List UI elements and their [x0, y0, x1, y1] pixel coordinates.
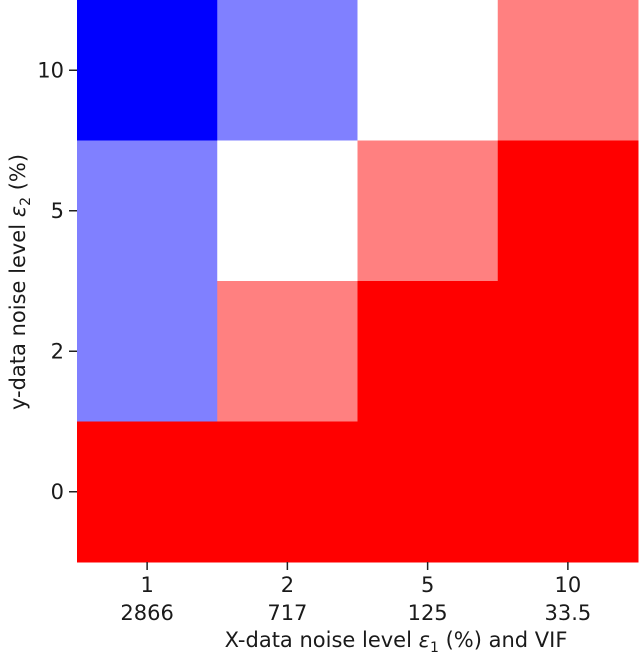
heatmap-cell-x1-y0: [77, 421, 218, 563]
y-axis-label: y-data noise level ε2 (%): [6, 154, 34, 410]
y-axis-label-suffix: (%): [6, 154, 30, 197]
heatmap-cell-x1-y5: [77, 140, 218, 282]
y-tick-label-2: 2: [51, 339, 64, 363]
heatmap-cell-x5-y2: [357, 281, 499, 422]
x-axis-label-suffix: (%) and VIF: [439, 628, 568, 652]
x-axis-label-prefix: X-data noise level: [225, 628, 419, 652]
heatmap-cell-x2-y0: [217, 421, 358, 563]
y-axis-label-sub: 2: [18, 197, 34, 206]
x-tick-vif-label-5: 125: [408, 601, 448, 625]
x-tick-vif-label-10: 33.5: [544, 601, 591, 625]
heatmap-cell-x1-y10: [77, 0, 218, 141]
y-axis-label-prefix: y-data noise level: [6, 217, 30, 410]
x-axis-label: X-data noise level ε1 (%) and VIF: [225, 628, 568, 656]
x-tick-label-1: 1: [140, 573, 153, 597]
heatmap-cell-x1-y2: [77, 281, 218, 422]
heatmap-cell-x5-y0: [357, 421, 499, 563]
y-tick-label-10: 10: [37, 58, 64, 82]
y-axis-label-eps: ε: [6, 206, 30, 217]
x-tick-vif-label-1: 2866: [120, 601, 173, 625]
heatmap-cell-x2-y2: [217, 281, 358, 422]
heatmap-cell-x10-y2: [497, 281, 639, 422]
x-tick-label-5: 5: [421, 573, 434, 597]
heatmap-cell-x5-y10: [357, 0, 499, 141]
x-axis-label-eps: ε: [419, 628, 430, 652]
heatmap-cell-x5-y5: [357, 140, 499, 282]
heatmap-cell-x10-y5: [497, 140, 639, 282]
x-tick-label-10: 10: [555, 573, 582, 597]
x-tick-vif-label-2: 717: [267, 601, 307, 625]
y-tick-label-0: 0: [51, 480, 64, 504]
axis-ticks: 0 2 5 10 1 2866 2 717 5 125 10 33.5: [37, 58, 591, 625]
heatmap-cell-x10-y10: [497, 0, 639, 141]
heatmap-cell-x2-y10: [217, 0, 358, 141]
heatmap-cell-x10-y0: [497, 421, 639, 563]
heatmap-cell-x2-y5: [217, 140, 358, 282]
y-tick-label-5: 5: [51, 199, 64, 223]
heatmap-cells: [77, 0, 639, 563]
x-axis-label-sub: 1: [430, 640, 439, 656]
x-tick-label-2: 2: [281, 573, 294, 597]
